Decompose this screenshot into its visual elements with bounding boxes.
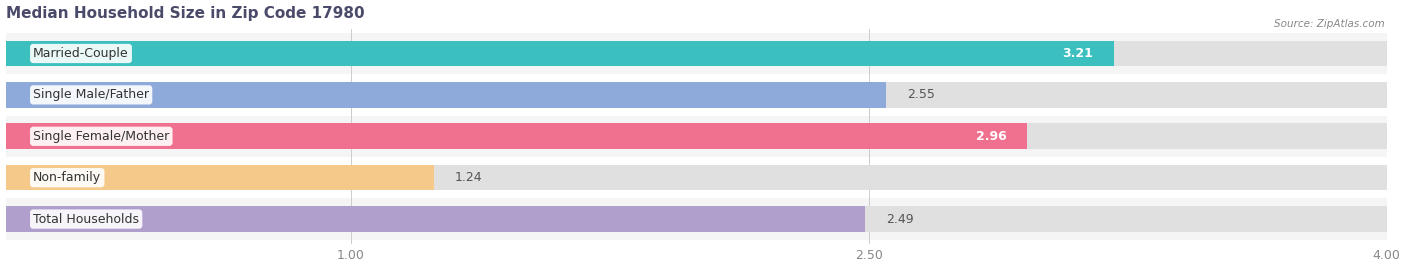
Text: Single Male/Father: Single Male/Father <box>34 88 149 101</box>
Text: 2.49: 2.49 <box>886 213 914 226</box>
Bar <box>6 74 1386 116</box>
Text: Single Female/Mother: Single Female/Mother <box>34 130 170 143</box>
Bar <box>6 116 1386 157</box>
Text: 1.24: 1.24 <box>454 171 482 184</box>
Bar <box>6 206 1386 232</box>
Text: 3.21: 3.21 <box>1062 47 1092 60</box>
Bar <box>6 124 1386 149</box>
Bar <box>6 33 1386 74</box>
Text: Married-Couple: Married-Couple <box>34 47 129 60</box>
Bar <box>6 165 433 191</box>
Text: Total Households: Total Households <box>34 213 139 226</box>
Bar <box>6 82 886 108</box>
Text: Median Household Size in Zip Code 17980: Median Household Size in Zip Code 17980 <box>6 6 364 21</box>
Bar <box>6 157 1386 198</box>
Bar <box>6 198 1386 240</box>
Bar <box>6 165 1386 191</box>
Bar <box>6 82 1386 108</box>
Bar <box>6 41 1386 66</box>
Bar <box>6 124 1028 149</box>
Text: 2.96: 2.96 <box>976 130 1007 143</box>
Text: 2.55: 2.55 <box>907 88 935 101</box>
Text: Source: ZipAtlas.com: Source: ZipAtlas.com <box>1274 19 1385 29</box>
Text: Non-family: Non-family <box>34 171 101 184</box>
Bar <box>6 206 865 232</box>
Bar <box>6 41 1114 66</box>
